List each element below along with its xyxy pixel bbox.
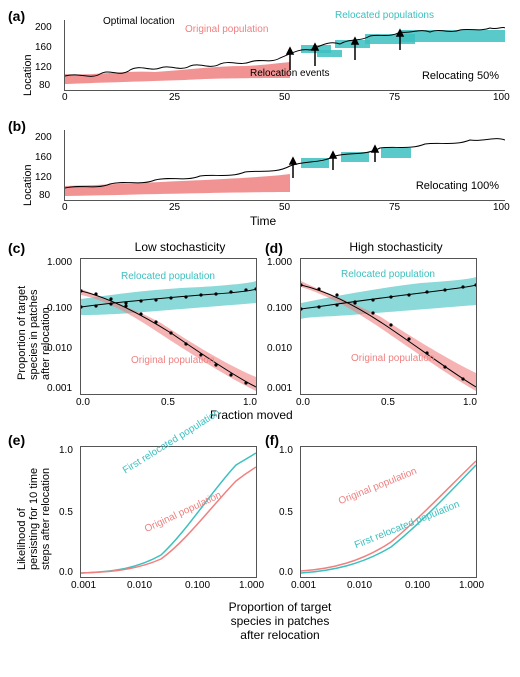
panel-e-ylabel: Likelihood of persisting for 10 time ste… [16,468,52,570]
panel-b-ylabel: Location [22,164,34,206]
ann-orig-d: Original population [351,353,434,364]
panel-a-label: (a) [8,8,25,24]
panel-f-label: (f) [265,432,279,448]
panel-e-label: (e) [8,432,25,448]
panel-b-caption: Relocating 100% [416,180,499,192]
tick: 75 [389,202,400,213]
panel-b-label: (b) [8,118,26,134]
tick: 200 [35,132,52,143]
tick: 0.0 [296,397,310,408]
tick: 0.010 [47,343,72,354]
tick: 1.000 [267,257,292,268]
tick: 0.100 [267,303,292,314]
tick: 120 [35,62,52,73]
tick: 0.0 [279,567,293,578]
panel-d-title: High stochasticity [316,240,476,254]
panel-c-label: (c) [8,240,25,256]
panel-e-plot: 0.0 0.5 1.0 0.001 0.010 0.100 1.000 Firs… [80,446,257,578]
tick: 0.001 [267,383,292,394]
tick: 25 [169,202,180,213]
ann-events: Relocation events [250,68,330,79]
panel-a-plot: 80 120 160 200 0 25 50 75 100 Optimal lo… [64,20,505,91]
tick: 1.0 [279,445,293,456]
time-xlabel: Time [250,214,276,228]
panel-a-caption: Relocating 50% [422,70,499,82]
tick: 160 [35,152,52,163]
tick: 0.100 [405,580,430,591]
panel-d-plot: 0.001 0.010 0.100 1.000 0.0 0.5 1.0 Relo… [300,258,477,395]
panel-d-label: (d) [265,240,283,256]
panel-c-title: Low stochasticity [100,240,260,254]
tick: 0.010 [347,580,372,591]
tick: 1.000 [239,580,264,591]
ann-original: Original population [185,24,268,35]
tick: 100 [493,202,510,213]
panel-b-plot: 80 120 160 200 0 25 50 75 100 Relocating… [64,130,505,201]
figure-container: (a) Location 80 120 160 200 [0,0,520,677]
tick: 1.0 [243,397,257,408]
tick: 200 [35,22,52,33]
tick: 0 [62,92,68,103]
ann-reloc-c: Relocated population [121,271,215,282]
tick: 0.5 [59,507,73,518]
ann-reloc-d: Relocated population [341,269,435,280]
tick: 80 [39,190,50,201]
ann-relocated: Relocated populations [335,10,434,21]
tick: 120 [35,172,52,183]
tick: 0.001 [71,580,96,591]
ann-optimal: Optimal location [103,16,175,27]
tick: 0.010 [267,343,292,354]
tick: 1.000 [459,580,484,591]
fraction-xlabel: Fraction moved [210,408,293,422]
bottom-xlabel: Proportion of target species in patches … [150,600,410,642]
panel-c-plot: 0.001 0.010 0.100 1.000 0.0 0.5 1.0 Relo… [80,258,257,395]
tick: 0 [62,202,68,213]
tick: 0.100 [47,303,72,314]
tick: 50 [279,92,290,103]
tick: 1.0 [59,445,73,456]
tick: 0.5 [381,397,395,408]
tick: 0.001 [47,383,72,394]
tick: 0.0 [59,567,73,578]
tick: 100 [493,92,510,103]
tick: 1.000 [47,257,72,268]
tick: 0.010 [127,580,152,591]
ann-orig-c: Original population [131,355,214,366]
tick: 160 [35,42,52,53]
tick: 0.5 [161,397,175,408]
tick: 75 [389,92,400,103]
tick: 0.0 [76,397,90,408]
tick: 0.5 [279,507,293,518]
tick: 50 [279,202,290,213]
tick: 25 [169,92,180,103]
panel-a-ylabel: Location [22,54,34,96]
panel-c-ylabel: Proportion of target species in patches … [16,286,52,380]
tick: 1.0 [463,397,477,408]
panel-f-plot: 0.0 0.5 1.0 0.001 0.010 0.100 1.000 Orig… [300,446,477,578]
tick: 80 [39,80,50,91]
tick: 0.100 [185,580,210,591]
tick: 0.001 [291,580,316,591]
